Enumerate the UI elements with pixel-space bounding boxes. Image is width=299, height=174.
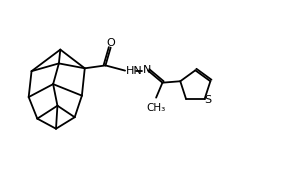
Text: N: N bbox=[143, 65, 151, 75]
Text: HN: HN bbox=[126, 66, 142, 76]
Text: O: O bbox=[106, 38, 115, 48]
Text: CH₃: CH₃ bbox=[147, 103, 166, 113]
Text: S: S bbox=[205, 95, 212, 105]
